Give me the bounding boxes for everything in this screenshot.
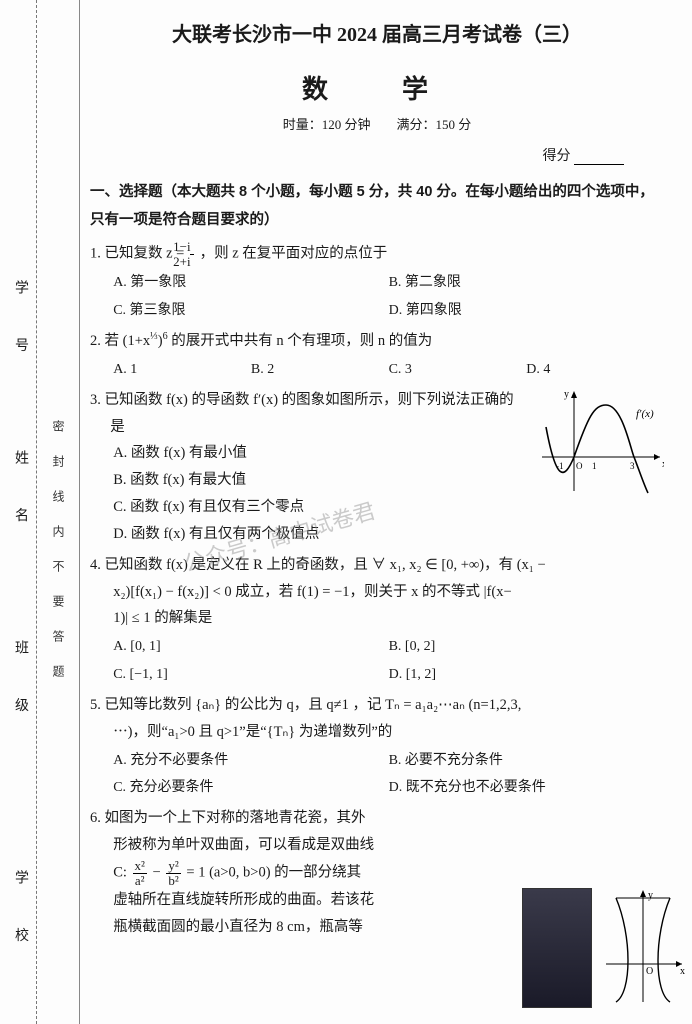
question-2: 2. 若 (1+x⅓)6 的展开式中共有 n 个有理项，则 n 的值为 A. 1…: [90, 328, 664, 383]
q1-fraction: 1−i 2+i: [190, 240, 194, 268]
question-4: 4. 已知函数 f(x) 是定义在 R 上的奇函数，且 ∀ x₁, x₂ ∈ […: [90, 552, 664, 688]
q1-opt-a: A. 第一象限: [113, 270, 388, 296]
q5-l1: 5. 已知等比数列 {aₙ} 的公比为 q，且 q≠1 ，记 Tₙ = a₁a₂…: [90, 692, 664, 719]
axis-x-label: x: [662, 459, 664, 470]
question-5: 5. 已知等比数列 {aₙ} 的公比为 q，且 q≠1 ，记 Tₙ = a₁a₂…: [90, 692, 664, 801]
exam-header: 大联考长沙市一中 2024 届高三月考试卷（三）: [90, 18, 664, 47]
q3-stem: 3. 已知函数 f(x) 的导函数 f′(x) 的图象如图所示，则下列说法正确的…: [90, 387, 524, 441]
q1-opt-d: D. 第四象限: [389, 298, 664, 324]
score-label: 得分: [543, 149, 571, 164]
q5-opt-a: A. 充分不必要条件: [113, 748, 388, 774]
question-1: 1. 已知复数 z = 1−i 2+i ，则 z 在复平面对应的点位于 A. 第…: [90, 240, 664, 324]
axis-y-label: y: [564, 389, 569, 400]
q4-l3: 1)| ≤ 1 的解集是: [90, 605, 664, 632]
q5-opt-b: B. 必要不充分条件: [389, 748, 664, 774]
q2-opt-b: B. 2: [251, 357, 389, 383]
seal-line: [36, 0, 37, 1024]
q6-frac2: y² b²: [166, 859, 180, 887]
q2-opt-c: C. 3: [389, 357, 527, 383]
q2-stem: 2. 若 (1+x⅓)6 的展开式中共有 n 个有理项，则 n 的值为: [90, 328, 664, 355]
xtick-3: 3: [630, 461, 635, 471]
q3-opt-a: A. 函数 f(x) 有最小值: [90, 440, 524, 467]
binding-margin: 学 号 姓 名 班 级 学 校 密 封 线 内 不 要 答 题: [0, 0, 80, 1024]
q1-opt-b: B. 第二象限: [389, 270, 664, 296]
q3-derivative-graph: x y f′(x) -1 O 1 3: [534, 387, 664, 497]
q6-l3: C: x² a² − y² b² = 1 (a>0, b>0) 的一部分绕其: [90, 859, 474, 887]
q4-opt-c: C. [−1, 1]: [113, 662, 388, 688]
xtick-O: O: [576, 461, 583, 471]
vase-y: y: [648, 890, 653, 901]
curve-label: f′(x): [636, 408, 654, 420]
q3-opt-d: D. 函数 f(x) 有且仅有两个极值点: [90, 521, 524, 548]
q5-opt-c: C. 充分必要条件: [113, 775, 388, 801]
q6-l4: 虚轴所在直线旋转所形成的曲面。若该花: [90, 887, 474, 914]
timing-line: 时量：120 分钟 满分：150 分: [90, 114, 664, 133]
q3-opt-b: B. 函数 f(x) 有最大值: [90, 467, 524, 494]
vase-x: x: [680, 966, 685, 977]
q5-opt-d: D. 既不充分也不必要条件: [389, 775, 664, 801]
q2-opt-a: A. 1: [113, 357, 251, 383]
score-line: 得分: [90, 145, 664, 165]
q1-stem-b: ，则 z 在复平面对应的点位于: [200, 246, 388, 262]
q4-l2: x₂)[f(x₁) − f(x₂)] < 0 成立，若 f(1) = −1，则关…: [90, 579, 664, 606]
q6-frac1: x² a²: [133, 859, 147, 887]
q2-opt-d: D. 4: [526, 357, 664, 383]
q4-l1: 4. 已知函数 f(x) 是定义在 R 上的奇函数，且 ∀ x₁, x₂ ∈ […: [90, 552, 664, 579]
q1-opt-c: C. 第三象限: [113, 298, 388, 324]
q5-l2: ⋯)，则“a₁>0 且 q>1”是“{Tₙ} 为递增数列”的: [90, 719, 664, 746]
section-1-heading: 一、选择题（本大题共 8 个小题，每小题 5 分，共 40 分。在每小题给出的四…: [90, 179, 664, 234]
q6-l2: 形被称为单叶双曲面，可以看成是双曲线: [90, 832, 474, 859]
xtick-neg1: -1: [556, 461, 564, 471]
score-blank: [574, 164, 624, 165]
vase-photo: [522, 888, 592, 1008]
q6-l1: 6. 如图为一个上下对称的落地青花瓷，其外: [90, 805, 474, 832]
subject-title: 数 学: [90, 69, 664, 106]
q6-l5: 瓶横截面圆的最小直径为 8 cm，瓶高等: [90, 914, 474, 941]
exam-page: 学 号 姓 名 班 级 学 校 密 封 线 内 不 要 答 题 大联考长沙市一中…: [0, 0, 692, 1024]
seal-note: 密 封 线 内 不 要 答 题: [50, 420, 67, 687]
side-label-id: 学 号: [10, 280, 30, 372]
side-label-name: 姓 名: [10, 450, 30, 542]
q4-opt-a: A. [0, 1]: [113, 634, 388, 660]
vase-O: O: [646, 966, 653, 977]
q4-opt-b: B. [0, 2]: [389, 634, 664, 660]
side-label-class: 班 级: [10, 640, 30, 732]
xtick-1: 1: [592, 461, 597, 471]
vase-hyperbola-graph: x y O: [600, 886, 686, 1006]
q4-opt-d: D. [1, 2]: [389, 662, 664, 688]
q3-opt-c: C. 函数 f(x) 有且仅有三个零点: [90, 494, 524, 521]
side-label-school: 学 校: [10, 870, 30, 962]
question-3: 3. 已知函数 f(x) 的导函数 f′(x) 的图象如图所示，则下列说法正确的…: [90, 387, 664, 548]
